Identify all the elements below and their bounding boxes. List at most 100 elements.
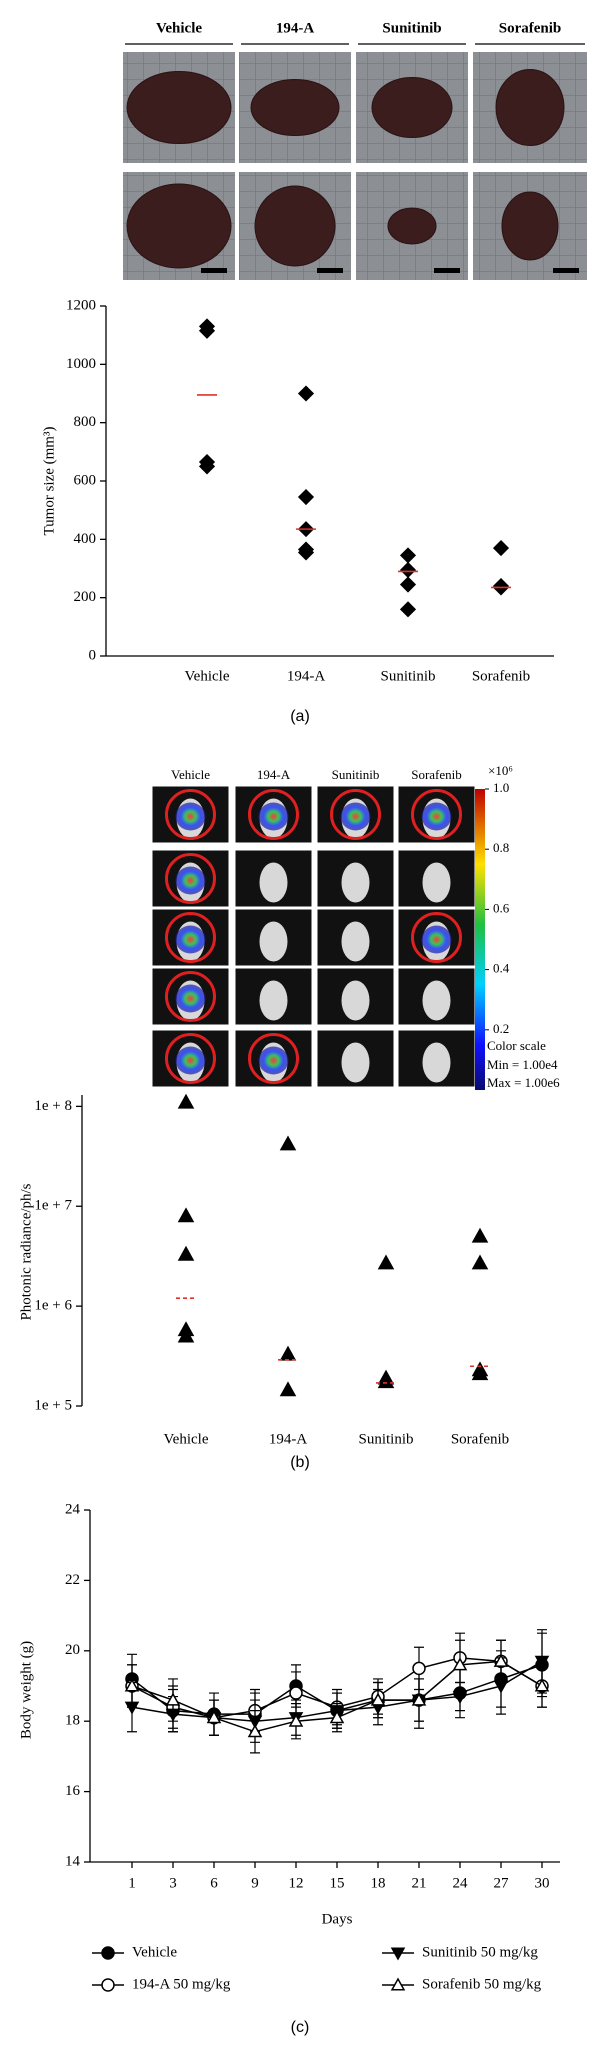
x-tick-label: Vehicle [164,1431,209,1447]
marker [247,1724,263,1738]
marker [471,1365,489,1381]
roi-circle [165,912,216,963]
tumor [371,77,453,138]
signal [421,802,452,831]
y-tick-label: 1e + 5 [34,1397,72,1413]
marker [297,385,315,402]
marker [279,1135,297,1151]
image-header: Sunitinib [332,767,380,782]
signal [175,866,206,895]
y-axis-label: Tumor size (mm³) [41,427,57,536]
photo-header: 194-A [276,20,314,36]
marker [279,1345,297,1361]
mouse [259,862,288,903]
roi-circle [165,789,216,840]
marker [377,1373,395,1389]
marker [206,1710,222,1724]
x-tick-label: 3 [169,1875,177,1891]
marker [198,322,216,339]
colorbar-min: Min = 1.00e4 [487,1057,558,1072]
marker [289,1686,303,1700]
marker [124,1678,140,1692]
mouse [422,862,451,903]
marker [377,1254,395,1270]
y-tick-label: 24 [65,1501,81,1517]
x-axis-label: Days [322,1911,353,1927]
mouse [341,862,370,903]
panel-label: (b) [290,1454,310,1471]
x-tick-label: 9 [251,1875,259,1891]
scale-bar [317,268,343,273]
marker [471,1227,489,1243]
legend-label: Sunitinib 50 mg/kg [422,1944,538,1960]
x-tick-label: 194-A [287,668,325,684]
marker [399,561,417,579]
image-header: 194-A [257,767,291,782]
scale-bar [201,268,227,273]
marker [279,1381,297,1397]
marker [198,458,216,475]
marker [399,576,417,593]
tumor [387,207,437,245]
y-tick-label: 14 [65,1853,81,1869]
colorbar-tick-label: 0.8 [493,840,509,855]
colorbar-max: Max = 1.00e6 [487,1075,560,1090]
roi-circle [165,1033,216,1084]
mouse [259,980,288,1021]
marker [471,1254,489,1270]
y-tick-label: 0 [89,647,97,663]
legend-label: Sorafenib 50 mg/kg [422,1976,542,1992]
mouse [422,1042,451,1083]
marker [177,1207,195,1223]
x-tick-label: 15 [330,1875,345,1891]
panel-label: (c) [291,2019,310,2036]
roi-circle [165,971,216,1022]
y-tick-label: 22 [65,1572,80,1588]
x-tick-label: Sorafenib [451,1431,509,1447]
x-tick-label: 24 [453,1875,469,1891]
photo-header: Sorafenib [499,20,562,36]
marker [493,1653,509,1667]
signal [258,1046,289,1075]
marker [165,1692,181,1706]
image-header: Sorafenib [411,767,462,782]
x-tick-label: 18 [371,1875,386,1891]
legend-marker [101,1978,115,1992]
tumor [501,191,559,261]
x-tick-label: Sorafenib [472,668,530,684]
legend-marker [390,1947,406,1961]
tumor [250,79,340,136]
legend-marker [101,1946,115,1960]
x-tick-label: 27 [494,1875,510,1891]
marker [534,1655,550,1669]
colorbar-tick-label: 0.6 [493,900,510,915]
colorbar-multiplier: ×10⁶ [488,763,513,778]
photo-header: Vehicle [156,20,202,36]
roi-circle [165,853,216,904]
legend-label: Vehicle [132,1944,177,1960]
marker [177,1245,195,1261]
marker [288,1713,304,1727]
y-tick-label: 1e + 7 [34,1198,72,1214]
y-tick-label: 800 [74,414,97,430]
y-tick-label: 1200 [66,297,96,313]
signal [340,802,371,831]
marker [412,1661,426,1676]
y-axis-label: Photonic radiance/ph/s [18,1183,34,1320]
scale-bar [553,268,579,273]
roi-circle [330,789,381,840]
marker [399,601,417,618]
panel-label: (a) [290,708,310,725]
signal [421,925,452,954]
colorbar-tick-label: 0.2 [493,1021,509,1036]
legend-marker [390,1977,406,1991]
y-tick-label: 600 [74,472,97,488]
marker [452,1691,468,1705]
marker [534,1678,550,1692]
x-tick-label: Vehicle [185,668,230,684]
mouse [341,1042,370,1083]
signal [175,1046,206,1075]
roi-circle [411,912,462,963]
signal [175,984,206,1013]
